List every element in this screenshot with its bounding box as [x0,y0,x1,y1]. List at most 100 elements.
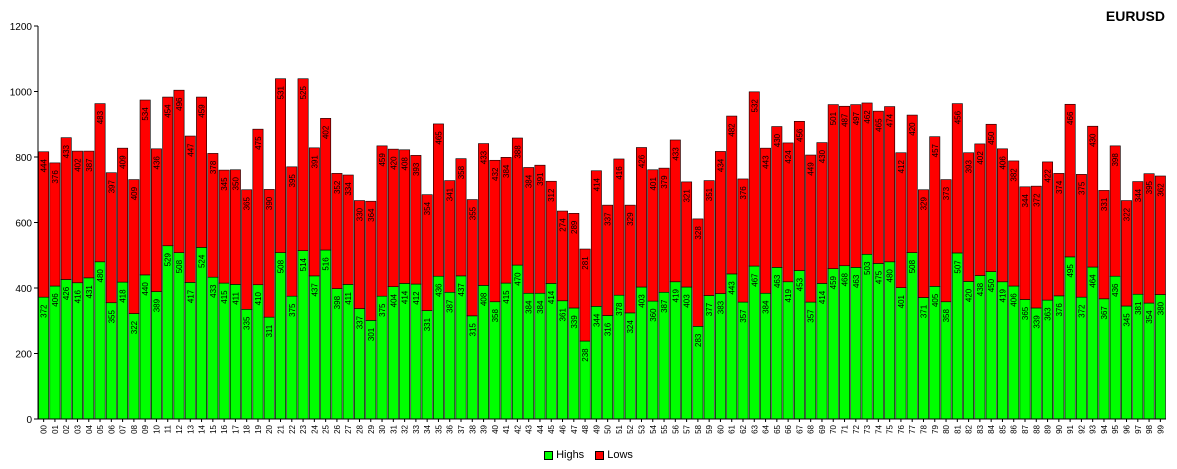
data-label-lows: 420 [389,156,398,170]
data-label-lows: 387 [85,158,94,172]
x-tick-label: 47 [570,424,579,433]
bar-lows [1132,181,1144,295]
data-label-highs: 508 [908,259,917,273]
x-tick-label: 27 [344,424,353,433]
data-label-highs: 463 [852,274,861,288]
data-label-lows: 432 [491,167,500,181]
bar-lows [534,164,546,294]
x-tick-label: 13 [186,424,195,433]
bar-lows [1098,190,1110,300]
data-label-highs: 415 [220,290,229,304]
data-label-highs: 384 [536,300,545,314]
x-tick-label: 31 [389,424,398,433]
data-label-lows: 456 [953,110,962,124]
x-tick-label: 17 [231,424,240,433]
x-tick-label: 18 [243,424,252,433]
data-label-highs: 378 [615,302,624,316]
bar-highs [861,253,873,420]
bar-lows [184,135,196,283]
x-tick-label: 33 [412,424,421,433]
data-label-lows: 409 [119,155,128,169]
data-label-lows: 352 [333,180,342,194]
bar-highs [1087,266,1099,420]
x-tick-label: 38 [468,424,477,433]
data-label-highs: 389 [152,298,161,312]
data-label-highs: 376 [1055,303,1064,317]
data-label-lows: 312 [547,188,556,202]
y-tick-label: 600 [15,219,32,230]
data-label-highs: 405 [931,293,940,307]
data-label-highs: 408 [480,292,489,306]
bar-lows [151,148,162,292]
data-label-highs: 403 [637,294,646,308]
x-tick-label: 81 [953,424,962,433]
data-label-highs: 503 [863,261,872,275]
bar-lows [331,173,343,289]
bar-lows [816,142,828,284]
x-tick-label: 16 [220,424,229,433]
data-label-lows: 447 [186,143,195,157]
bar-lows [455,158,467,277]
data-label-highs: 436 [434,283,443,297]
data-label-highs: 387 [660,299,669,313]
bar-lows [241,189,253,310]
data-label-highs: 238 [581,348,590,362]
data-label-highs: 375 [378,303,387,317]
x-tick-label: 80 [942,424,951,433]
bar-lows [839,105,850,267]
x-tick-label: 76 [897,424,906,433]
x-tick-label: 67 [795,424,804,433]
x-tick-label: 49 [592,424,601,433]
data-label-highs: 357 [807,309,816,323]
data-label-lows: 379 [660,175,669,189]
data-label-highs: 361 [559,308,568,322]
data-label-highs: 419 [784,289,793,303]
y-tick-label: 1000 [10,88,33,99]
data-label-lows: 408 [401,157,410,171]
data-label-highs: 372 [40,304,49,318]
x-tick-label: 88 [1032,424,1041,433]
data-label-lows: 395 [1145,180,1154,194]
data-label-lows: 390 [265,196,274,210]
bar-highs [1064,256,1076,420]
data-label-highs: 345 [1123,313,1132,327]
data-label-highs: 316 [604,322,613,336]
x-tick-label: 46 [559,424,568,433]
data-label-lows: 465 [434,131,443,145]
data-label-highs: 470 [513,272,522,286]
data-label-highs: 404 [389,293,398,307]
bar-lows [478,143,490,286]
data-label-lows: 391 [310,155,319,169]
x-tick-label: 68 [807,424,816,433]
y-tick-label: 0 [26,415,32,426]
x-tick-label: 62 [739,424,748,433]
bar-lows [557,210,568,302]
data-label-lows: 465 [874,118,883,132]
data-label-highs: 406 [51,293,60,307]
x-tick-label: 51 [615,424,624,433]
x-tick-label: 57 [683,424,692,433]
data-label-lows: 532 [750,99,759,113]
x-tick-label: 84 [987,424,996,433]
data-label-highs: 495 [1066,264,1075,278]
x-tick-label: 35 [434,424,443,433]
bar-highs [872,263,884,420]
x-tick-label: 95 [1111,424,1120,433]
bar-lows [624,204,636,314]
bar-lows [105,172,117,304]
x-tick-label: 03 [73,424,82,433]
bar-lows [1087,125,1099,268]
bar-lows [850,104,862,268]
data-label-lows: 501 [829,111,838,125]
data-label-lows: 487 [841,113,850,127]
x-tick-label: 01 [51,424,60,433]
data-label-lows: 328 [694,226,703,240]
data-label-highs: 337 [355,315,364,329]
x-tick-label: 25 [322,424,331,433]
x-tick-label: 85 [998,424,1007,433]
data-label-lows: 436 [152,156,161,170]
bar-lows [669,139,681,283]
x-tick-label: 44 [536,424,545,433]
data-label-lows: 362 [1156,183,1165,197]
